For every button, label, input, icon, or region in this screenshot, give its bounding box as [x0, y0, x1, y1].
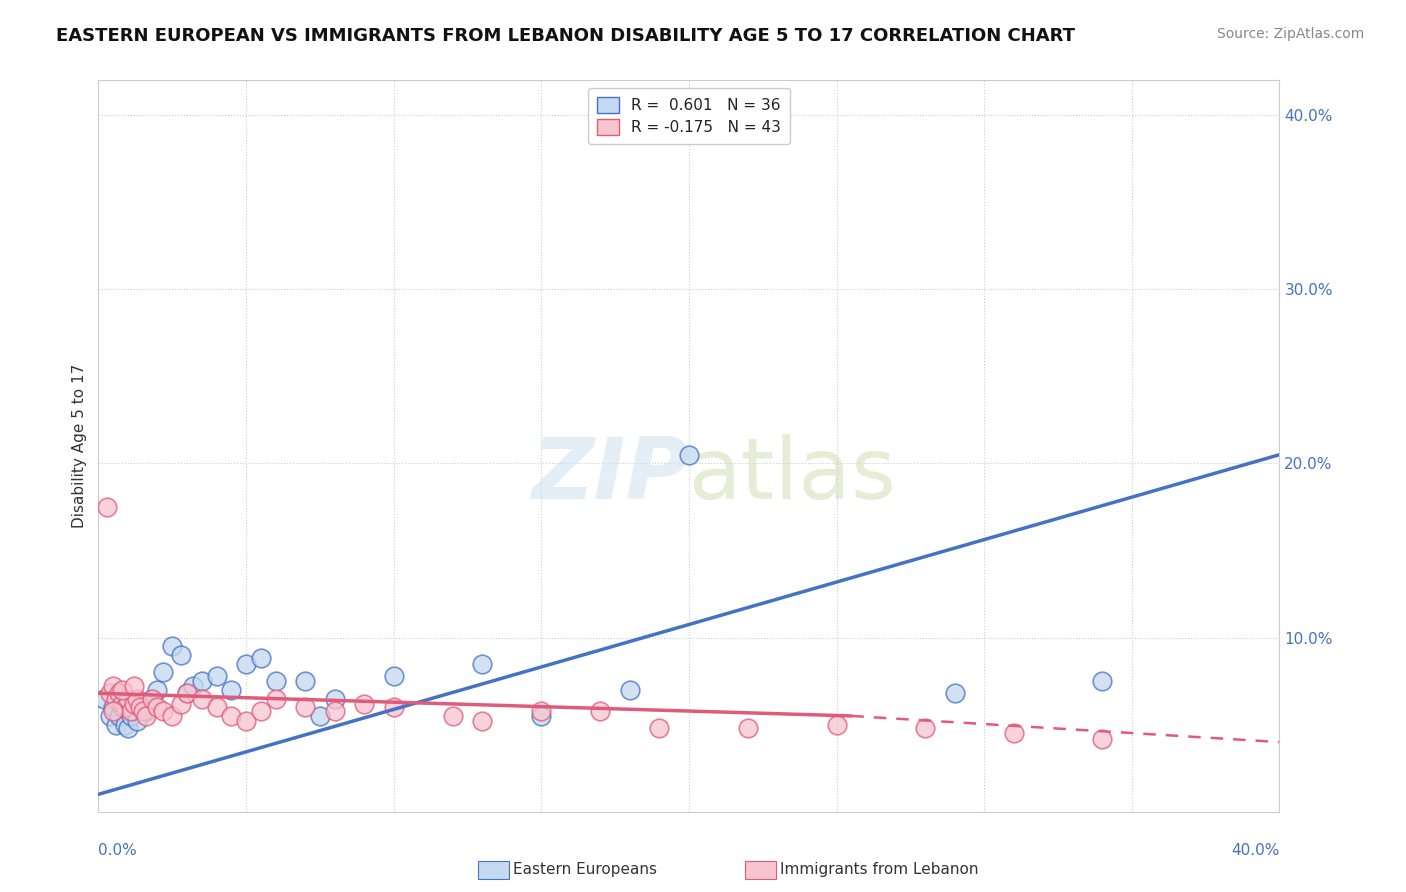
Point [530, 709, 553, 723]
Point [737, 721, 759, 735]
Point [146, 682, 169, 697]
Point [353, 697, 375, 711]
Point [162, 640, 183, 654]
Point [122, 697, 145, 711]
Point [264, 691, 287, 706]
Point [120, 704, 142, 718]
Point [141, 691, 163, 706]
Point [176, 686, 198, 700]
Point [382, 700, 405, 714]
Point [135, 704, 157, 718]
Point [108, 709, 131, 723]
Point [146, 700, 169, 714]
Point [93, 691, 115, 706]
Point [117, 721, 139, 735]
Point [132, 700, 155, 714]
Point [250, 651, 273, 665]
Point [98, 709, 121, 723]
Point [98, 686, 121, 700]
Legend: R =  0.601   N = 36, R = -0.175   N = 43: R = 0.601 N = 36, R = -0.175 N = 43 [588, 88, 790, 145]
Point [294, 700, 316, 714]
Point [176, 686, 198, 700]
Point [1091, 731, 1114, 746]
Text: Source: ZipAtlas.com: Source: ZipAtlas.com [1216, 27, 1364, 41]
Point [128, 700, 150, 714]
Point [323, 704, 346, 718]
Point [219, 709, 242, 723]
Point [135, 709, 157, 723]
Point [141, 691, 163, 706]
Point [181, 679, 204, 693]
Point [103, 700, 125, 714]
Point [191, 691, 214, 706]
Point [530, 704, 553, 718]
Point [96, 500, 118, 514]
Point [125, 691, 148, 706]
Point [132, 704, 155, 718]
Text: atlas: atlas [689, 434, 897, 516]
Point [117, 691, 139, 706]
Point [114, 717, 136, 731]
Point [152, 704, 174, 718]
Point [1091, 674, 1114, 689]
Point [441, 709, 464, 723]
Point [235, 657, 257, 671]
Point [309, 709, 332, 723]
Point [205, 669, 228, 683]
Point [382, 669, 405, 683]
Point [114, 700, 136, 714]
Point [205, 700, 228, 714]
Point [162, 709, 183, 723]
Point [170, 697, 193, 711]
Point [914, 721, 936, 735]
Point [471, 714, 494, 728]
Point [103, 679, 125, 693]
Point [264, 674, 287, 689]
Text: 40.0%: 40.0% [1232, 843, 1279, 858]
Point [235, 714, 257, 728]
Point [191, 674, 214, 689]
Point [111, 697, 134, 711]
Point [648, 721, 671, 735]
Point [294, 674, 316, 689]
Text: EASTERN EUROPEAN VS IMMIGRANTS FROM LEBANON DISABILITY AGE 5 TO 17 CORRELATION C: EASTERN EUROPEAN VS IMMIGRANTS FROM LEBA… [56, 27, 1076, 45]
Point [108, 686, 131, 700]
Point [105, 691, 128, 706]
Point [471, 657, 494, 671]
Point [111, 700, 134, 714]
Point [103, 704, 125, 718]
Point [122, 704, 145, 718]
Text: 0.0%: 0.0% [98, 843, 138, 858]
Point [250, 704, 273, 718]
Text: Eastern Europeans: Eastern Europeans [513, 863, 657, 877]
Point [619, 682, 641, 697]
Point [152, 665, 174, 680]
Point [589, 704, 612, 718]
Point [120, 709, 142, 723]
Point [219, 682, 242, 697]
Point [323, 691, 346, 706]
Text: ZIP: ZIP [531, 434, 689, 516]
Point [1002, 726, 1025, 740]
Y-axis label: Disability Age 5 to 17: Disability Age 5 to 17 [72, 364, 87, 528]
Point [678, 448, 700, 462]
Point [170, 648, 193, 662]
Point [125, 714, 148, 728]
Point [111, 682, 134, 697]
Point [105, 717, 128, 731]
Text: Immigrants from Lebanon: Immigrants from Lebanon [780, 863, 979, 877]
Point [943, 686, 966, 700]
Point [825, 717, 848, 731]
Point [122, 679, 145, 693]
